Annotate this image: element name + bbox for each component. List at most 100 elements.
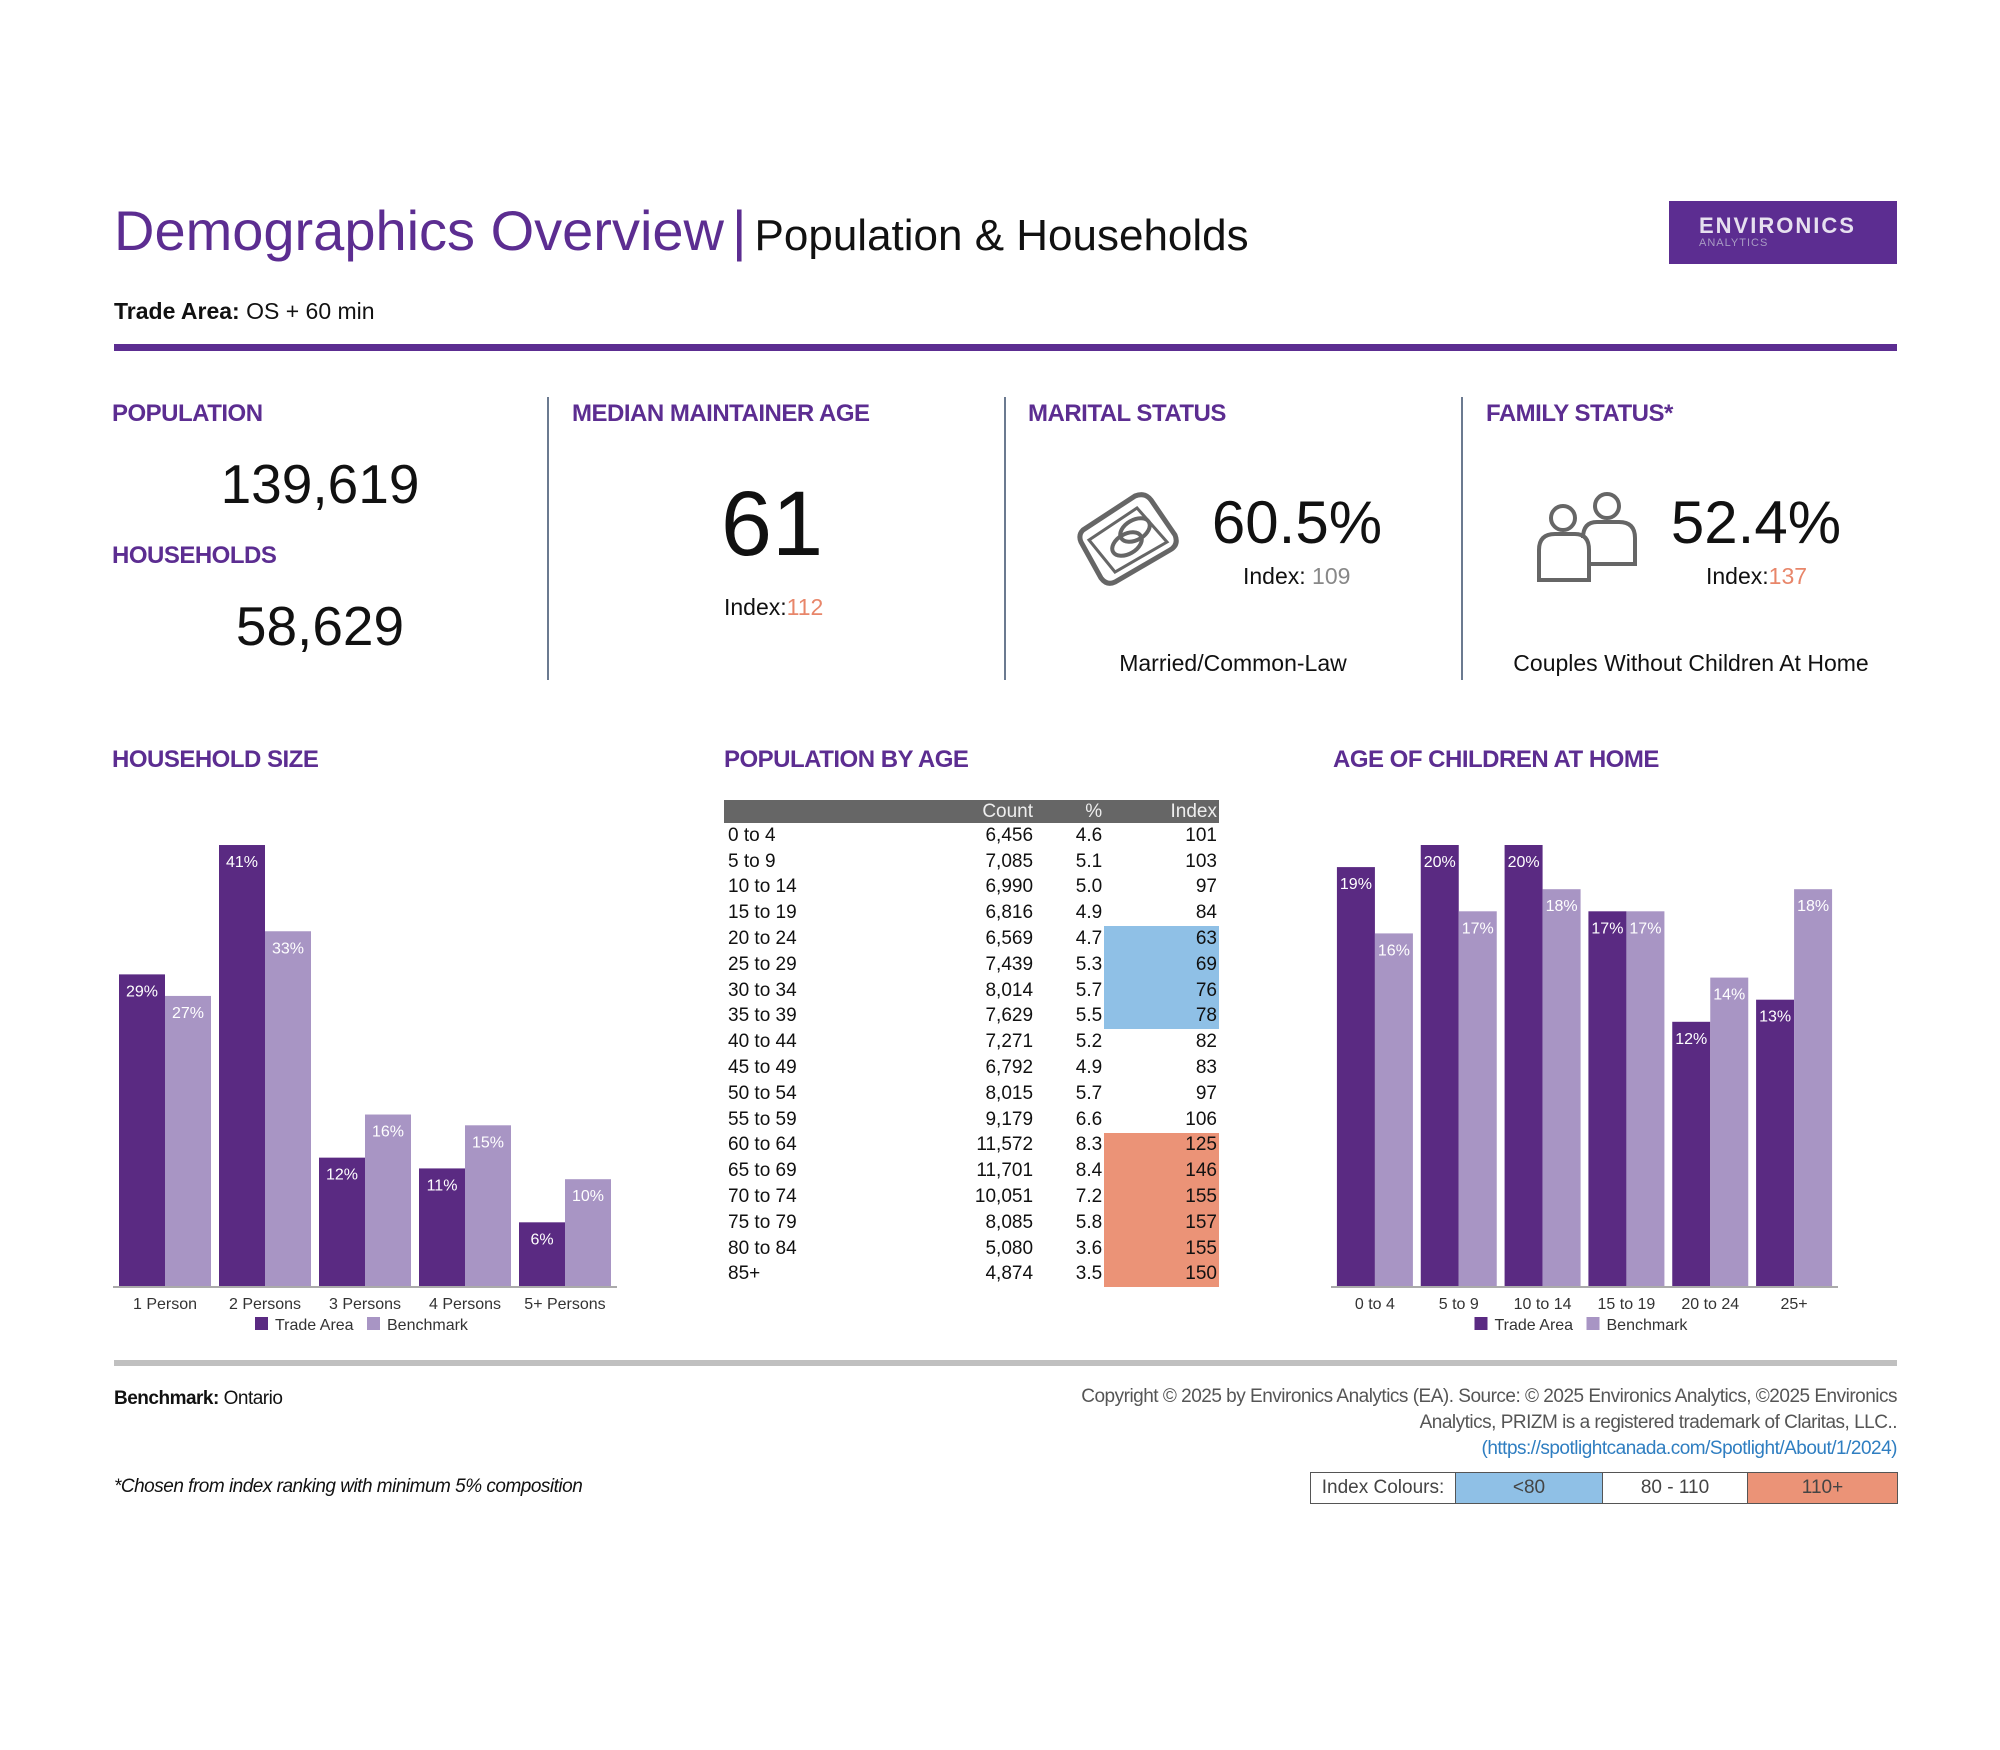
cell-count: 6,792 — [985, 1057, 1034, 1079]
x-tick-label: 5+ Persons — [524, 1296, 605, 1313]
page-title: Demographics Overview | Population & House… — [114, 198, 1249, 263]
x-tick-label: 15 to 19 — [1598, 1296, 1656, 1313]
cell-age-group: 20 to 24 — [728, 928, 797, 950]
x-tick-label: 4 Persons — [429, 1296, 501, 1313]
households-heading: HOUSEHOLDS — [112, 542, 277, 569]
legend-label: Benchmark — [1607, 1317, 1689, 1334]
cell-count: 9,179 — [985, 1108, 1034, 1130]
cell-percent: 5.3 — [1075, 953, 1103, 975]
table-row: 65 to 69 11,701 8.4 146 — [724, 1158, 1219, 1185]
kpi-divider — [547, 397, 549, 680]
table-row: 55 to 59 9,179 6.6 106 — [724, 1107, 1219, 1133]
bar-benchmark — [1710, 977, 1749, 1287]
data-label: 12% — [1675, 1031, 1707, 1048]
cell-count: 6,569 — [985, 928, 1034, 950]
bar-benchmark — [1542, 889, 1581, 1287]
benchmark-label: Benchmark: — [114, 1388, 219, 1409]
cell-count: 7,439 — [985, 953, 1034, 975]
table-row: 50 to 54 8,015 5.7 97 — [724, 1081, 1219, 1107]
family-value: 52.4% — [1670, 489, 1842, 556]
cell-count: 11,701 — [976, 1160, 1034, 1182]
data-label: 12% — [326, 1167, 358, 1184]
household-size-chart: 29% 27% 1 Person 41% 33% 2 Persons 12% 16% 3 Per… — [113, 845, 617, 1334]
index-colours-legend: Index Colours: <80 80 - 110 110+ — [1310, 1472, 1898, 1504]
x-tick-label: 5 to 9 — [1439, 1296, 1479, 1313]
cell-percent: 4.9 — [1075, 1057, 1103, 1079]
family-caption: Couples Without Children At Home — [1513, 650, 1869, 676]
cell-age-group: 75 to 79 — [728, 1211, 797, 1233]
population-value: 139,619 — [220, 453, 420, 515]
environics-logo: ENVIRONICS ANALYTICS — [1669, 201, 1897, 264]
cell-index: 76 — [1104, 977, 1219, 1004]
table-row: 20 to 24 6,569 4.7 63 — [724, 926, 1219, 952]
table-row: 45 to 49 6,792 4.9 83 — [724, 1055, 1219, 1081]
header-divider — [114, 344, 1897, 351]
data-label: 13% — [1759, 1009, 1791, 1026]
age-of-children-heading: AGE OF CHILDREN AT HOME — [1333, 746, 1659, 773]
kpi-divider — [1461, 397, 1463, 680]
cell-index: 63 — [1104, 926, 1219, 952]
data-label: 18% — [1546, 898, 1578, 915]
cell-index: 101 — [1185, 824, 1217, 846]
table-row: 80 to 84 5,080 3.6 155 — [724, 1235, 1219, 1262]
cell-percent: 5.1 — [1075, 850, 1103, 872]
data-label: 11% — [427, 1177, 458, 1194]
legend-swatch — [1474, 1317, 1488, 1330]
index-mid-swatch: 80 - 110 — [1603, 1473, 1748, 1503]
cell-age-group: 55 to 59 — [728, 1108, 797, 1130]
index-high-swatch: 110+ — [1748, 1473, 1897, 1503]
x-tick-label: 1 Person — [133, 1296, 197, 1313]
cell-age-group: 70 to 74 — [728, 1186, 797, 1208]
index-label: Index: — [1706, 563, 1769, 589]
cell-count: 7,271 — [985, 1031, 1034, 1053]
data-label: 20% — [1508, 854, 1540, 871]
title-main: Demographics Overview — [114, 199, 724, 262]
table-row: 75 to 79 8,085 5.8 157 — [724, 1209, 1219, 1236]
cell-age-group: 0 to 4 — [728, 824, 776, 846]
source-link[interactable]: (https://spotlightcanada.com/Spotlight/A… — [1481, 1438, 1898, 1459]
marital-value: 60.5% — [1211, 489, 1383, 556]
table-header-row: Count % Index — [724, 800, 1219, 823]
bar-benchmark — [1794, 889, 1833, 1287]
cell-count: 8,085 — [985, 1211, 1034, 1233]
bar-trade-area — [1588, 911, 1627, 1287]
cell-count: 7,085 — [985, 850, 1034, 872]
bar-trade-area — [419, 1168, 465, 1287]
data-label: 18% — [1797, 898, 1829, 915]
cell-percent: 5.0 — [1075, 876, 1103, 898]
column-header-index: Index — [1104, 800, 1219, 823]
median-age-index: Index:112 — [724, 594, 823, 621]
title-subtitle: Population & Households — [754, 211, 1249, 260]
cell-index: 78 — [1104, 1003, 1219, 1030]
trade-area-value: OS + 60 min — [246, 298, 375, 324]
cell-index: 150 — [1104, 1261, 1219, 1288]
logo-text: ENVIRONICS — [1699, 213, 1856, 238]
legend-swatch — [367, 1317, 380, 1330]
marital-caption: Married/Common-Law — [1119, 650, 1347, 676]
cell-index: 83 — [1195, 1057, 1217, 1079]
cell-percent: 5.7 — [1075, 979, 1103, 1001]
x-tick-label: 25+ — [1781, 1296, 1808, 1313]
data-label: 33% — [272, 940, 304, 957]
cell-percent: 8.4 — [1075, 1160, 1103, 1182]
cell-age-group: 5 to 9 — [728, 850, 776, 872]
cell-age-group: 45 to 49 — [728, 1057, 797, 1079]
table-row: 40 to 44 7,271 5.2 82 — [724, 1029, 1219, 1055]
column-header-percent: % — [1035, 800, 1105, 823]
table-row: 5 to 9 7,085 5.1 103 — [724, 849, 1219, 875]
footnote: *Chosen from index ranking with minimum … — [114, 1476, 583, 1497]
data-label: 17% — [1462, 920, 1494, 937]
cell-percent: 5.2 — [1075, 1031, 1103, 1053]
logo-subtext: ANALYTICS — [1699, 237, 1769, 249]
family-heading: FAMILY STATUS* — [1486, 400, 1673, 427]
kpi-divider — [1004, 397, 1006, 680]
cell-age-group: 40 to 44 — [728, 1031, 797, 1053]
cell-percent: 5.5 — [1075, 1005, 1103, 1027]
cell-age-group: 80 to 84 — [728, 1237, 797, 1259]
cell-age-group: 10 to 14 — [728, 876, 797, 898]
cell-index: 69 — [1104, 951, 1219, 978]
rings-icon — [1077, 492, 1179, 586]
x-tick-label: 0 to 4 — [1355, 1296, 1395, 1313]
table-row: 25 to 29 7,439 5.3 69 — [724, 951, 1219, 978]
cell-age-group: 50 to 54 — [728, 1082, 797, 1104]
